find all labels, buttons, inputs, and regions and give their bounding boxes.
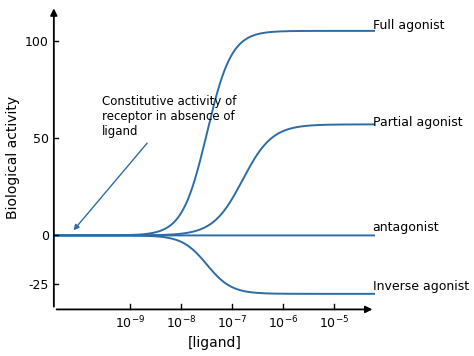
Text: antagonist: antagonist [373,221,439,234]
Text: Constitutive activity of
receptor in absence of
ligand: Constitutive activity of receptor in abs… [74,95,237,229]
Text: Full agonist: Full agonist [373,19,444,32]
X-axis label: [ligand]: [ligand] [188,336,241,350]
Y-axis label: Biological activity: Biological activity [6,96,19,219]
Text: Partial agonist: Partial agonist [373,116,462,129]
Text: Inverse agonist: Inverse agonist [373,279,469,293]
